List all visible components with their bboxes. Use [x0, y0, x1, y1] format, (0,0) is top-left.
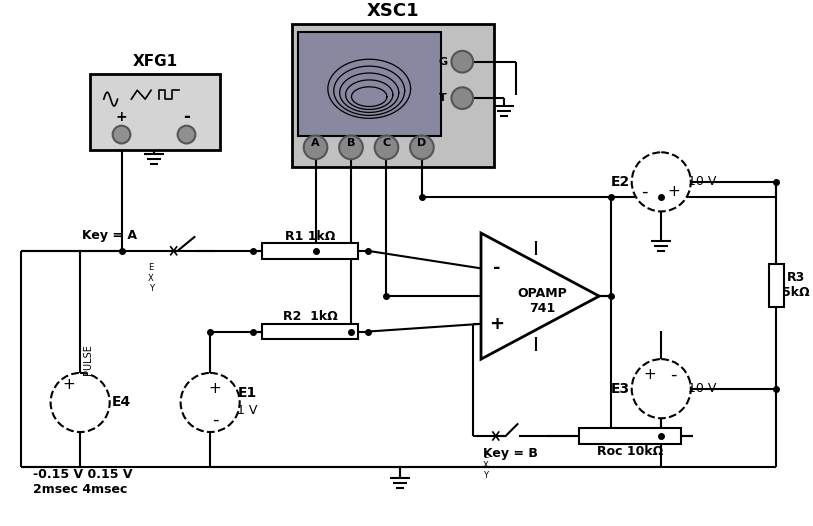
Bar [292, 24, 493, 167]
Text: R3
5kΩ: R3 5kΩ [782, 271, 810, 299]
Bar [298, 32, 441, 136]
Circle shape [50, 373, 110, 432]
Text: XFG1: XFG1 [133, 54, 177, 69]
Circle shape [632, 359, 691, 418]
Text: E3: E3 [611, 382, 629, 396]
Text: -: - [183, 108, 190, 126]
Text: -0.15 V 0.15 V
2msec 4msec: -0.15 V 0.15 V 2msec 4msec [33, 468, 133, 496]
Bar [90, 74, 220, 150]
Polygon shape [481, 233, 599, 359]
Text: R1 1kΩ: R1 1kΩ [285, 229, 335, 242]
Text: +: + [115, 110, 128, 124]
Circle shape [451, 87, 473, 109]
Bar [263, 243, 358, 259]
Circle shape [410, 136, 433, 159]
Text: +: + [643, 367, 656, 382]
Circle shape [304, 136, 328, 159]
Text: Roc 10kΩ: Roc 10kΩ [597, 445, 663, 458]
Text: G: G [438, 57, 447, 67]
Circle shape [451, 51, 473, 73]
Text: E2: E2 [611, 175, 629, 189]
Text: +: + [489, 315, 504, 333]
Text: XSC1: XSC1 [367, 3, 420, 21]
Text: 1 V: 1 V [237, 404, 258, 417]
Text: E
X
Y: E X Y [148, 264, 154, 294]
Text: 10 V: 10 V [689, 175, 717, 188]
Text: T: T [439, 93, 446, 103]
Text: +: + [62, 377, 75, 392]
Circle shape [632, 153, 691, 211]
Text: -: - [212, 411, 219, 429]
Text: +: + [209, 381, 221, 396]
Bar [263, 323, 358, 339]
Text: -: - [670, 366, 676, 384]
Text: OPAMP
741: OPAMP 741 [517, 287, 567, 315]
Text: PULSE: PULSE [83, 343, 93, 375]
Text: B: B [347, 138, 355, 148]
Bar [579, 428, 681, 444]
Text: Key = B: Key = B [483, 447, 538, 460]
Text: Key = A: Key = A [82, 228, 137, 241]
Circle shape [113, 126, 130, 144]
Text: -: - [493, 259, 501, 277]
Circle shape [178, 126, 195, 144]
Text: A: A [311, 138, 320, 148]
Text: E4: E4 [112, 396, 131, 409]
Text: +: + [667, 184, 680, 199]
Text: E
X
Y: E X Y [483, 451, 489, 480]
Text: -: - [641, 183, 648, 201]
Text: D: D [417, 138, 427, 148]
Text: C: C [382, 138, 390, 148]
Circle shape [375, 136, 398, 159]
Text: R2  1kΩ: R2 1kΩ [283, 310, 337, 323]
Circle shape [180, 373, 240, 432]
Text: 10 V: 10 V [689, 382, 717, 395]
Bar [768, 264, 785, 307]
Circle shape [339, 136, 363, 159]
Text: E1: E1 [238, 386, 257, 400]
